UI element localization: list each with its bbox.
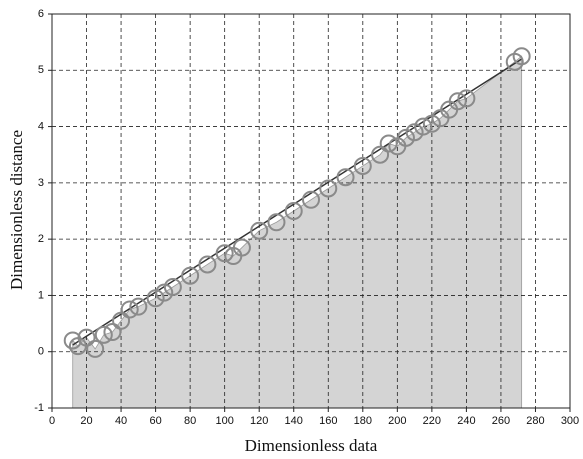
y-tick-label: 0 bbox=[38, 346, 44, 358]
x-tick-label: 20 bbox=[80, 415, 92, 427]
point bbox=[371, 145, 390, 164]
point bbox=[379, 134, 398, 153]
point bbox=[63, 331, 82, 350]
point bbox=[448, 92, 467, 111]
x-tick-label: 180 bbox=[354, 415, 372, 427]
x-tick-label: 0 bbox=[49, 415, 55, 427]
point bbox=[284, 202, 303, 220]
point bbox=[215, 244, 234, 263]
point bbox=[181, 266, 200, 285]
x-tick-label: 300 bbox=[561, 415, 579, 427]
x-tick-label: 120 bbox=[250, 415, 268, 427]
y-tick-label: 1 bbox=[38, 289, 44, 301]
point bbox=[163, 277, 182, 296]
y-tick-label: 6 bbox=[38, 8, 44, 20]
point bbox=[198, 255, 217, 274]
x-tick-label: 240 bbox=[457, 415, 475, 427]
y-tick-label: 5 bbox=[38, 64, 44, 76]
x-tick-label: 80 bbox=[184, 415, 196, 427]
y-tick-label: -1 bbox=[34, 402, 44, 414]
point bbox=[353, 156, 372, 175]
x-tick-label: 160 bbox=[319, 415, 337, 427]
point bbox=[86, 339, 105, 358]
point bbox=[267, 213, 286, 232]
x-axis-title: Dimensionless data bbox=[245, 436, 378, 455]
x-tick-label: 260 bbox=[492, 415, 510, 427]
x-tick-label: 100 bbox=[215, 415, 233, 427]
x-tick-label: 140 bbox=[285, 415, 303, 427]
point bbox=[302, 190, 320, 209]
point bbox=[120, 300, 139, 319]
plot-frame bbox=[51, 13, 571, 409]
x-tick-label: 60 bbox=[149, 415, 161, 427]
y-tick-label: 3 bbox=[38, 177, 44, 189]
point bbox=[94, 325, 113, 344]
point bbox=[319, 179, 338, 198]
x-tick-label: 200 bbox=[388, 415, 406, 427]
x-tick-label: 280 bbox=[526, 415, 544, 427]
point bbox=[512, 47, 531, 66]
point bbox=[112, 311, 131, 330]
point bbox=[336, 168, 355, 187]
x-tick-label: 40 bbox=[115, 415, 127, 427]
point bbox=[250, 221, 269, 240]
y-tick-label: 4 bbox=[38, 120, 44, 132]
point bbox=[457, 89, 476, 108]
x-tick-label: 220 bbox=[423, 415, 441, 427]
y-tick-label: 2 bbox=[38, 233, 44, 245]
y-axis-title: Dimensionless distance bbox=[7, 130, 26, 290]
point bbox=[77, 328, 96, 347]
point bbox=[103, 323, 122, 342]
point bbox=[129, 297, 148, 316]
point bbox=[232, 238, 251, 257]
point bbox=[414, 117, 433, 136]
